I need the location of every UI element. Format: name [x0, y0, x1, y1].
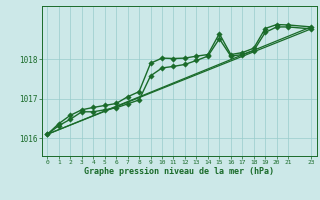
- X-axis label: Graphe pression niveau de la mer (hPa): Graphe pression niveau de la mer (hPa): [84, 167, 274, 176]
